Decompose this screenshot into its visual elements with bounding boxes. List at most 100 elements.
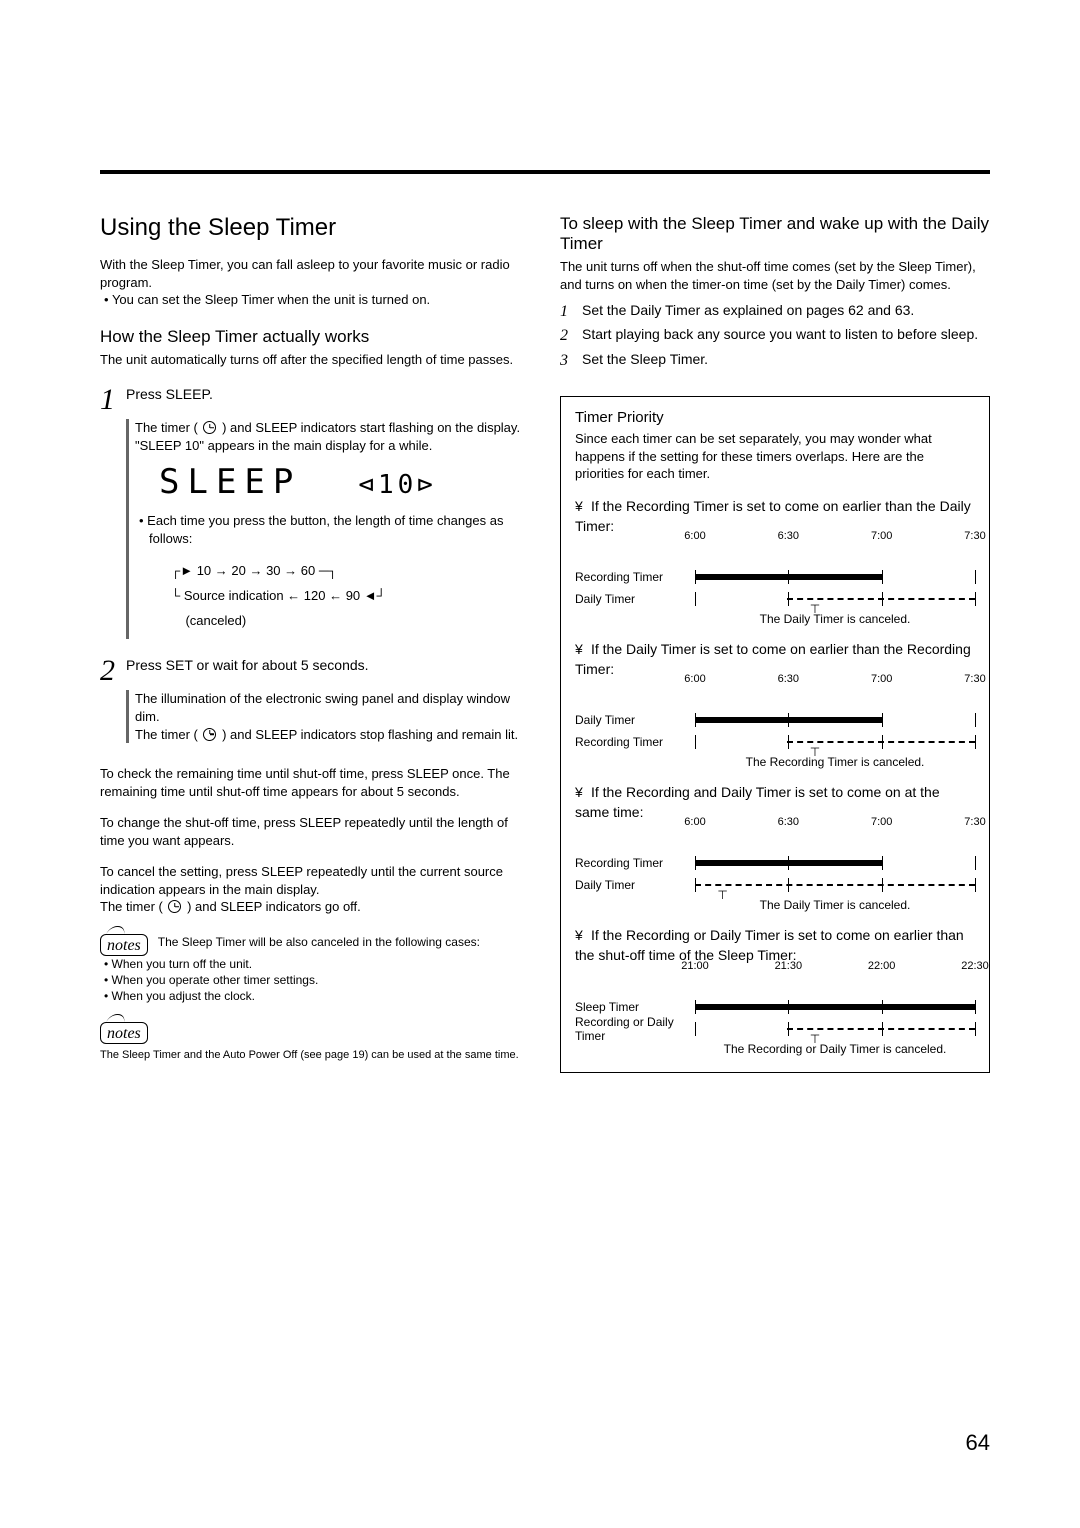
row-label: Daily Timer [575, 713, 695, 727]
intro-bullet: You can set the Sleep Timer when the uni… [100, 291, 530, 309]
to-cancel-text-2a: The timer ( [100, 899, 166, 914]
tick-label: 7:30 [964, 530, 985, 542]
list-item: 2Start playing back any source you want … [560, 325, 990, 347]
timer-bar-dashed [787, 741, 975, 744]
step-1-lead: Press SLEEP. [126, 386, 213, 402]
step-1-line-2: "SLEEP 10" appears in the main display f… [135, 437, 530, 455]
two-column-layout: Using the Sleep Timer With the Sleep Tim… [100, 214, 990, 1073]
notes-block-2: notes [100, 1022, 530, 1044]
step-2-line-2b: ) and SLEEP indicators stop flashing and… [222, 727, 518, 742]
list-item: 3Set the Sleep Timer. [560, 350, 990, 372]
timeline-row: Recording Timer [575, 852, 975, 874]
timer-bar-solid [695, 717, 883, 723]
timeline-row: Daily Timer⊤ [575, 874, 975, 896]
timeline-caption: The Daily Timer is canceled. [695, 898, 975, 912]
step-1-bullet: Each time you press the button, the leng… [135, 512, 530, 547]
sleep-display: SLEEP ⊲10⊳ [135, 454, 530, 512]
cycle-bottom: Source indication ← 120 ← 90 [184, 588, 360, 603]
timer-scenario: ¥If the Recording Timer is set to come o… [575, 497, 975, 626]
step-1: 1 Press SLEEP. [100, 386, 530, 413]
tick-label: 7:00 [871, 530, 892, 542]
tick-label: 22:30 [961, 960, 989, 972]
step-2: 2 Press SET or wait for about 5 seconds. [100, 657, 530, 684]
timer-bar-solid [695, 1004, 975, 1010]
to-check-text: To check the remaining time until shut-o… [100, 765, 530, 800]
timeline-row: Recording Timer [575, 566, 975, 588]
tick-label: 7:00 [871, 673, 892, 685]
timeline-caption: The Recording or Daily Timer is canceled… [695, 1042, 975, 1056]
page-number: 64 [966, 1430, 990, 1456]
step-text: Set the Sleep Timer. [582, 350, 708, 372]
tick-label: 21:30 [775, 960, 803, 972]
list-item: 1Set the Daily Timer as explained on pag… [560, 301, 990, 323]
step-2-lead: Press SET or wait for about 5 seconds. [126, 657, 369, 673]
tick-label: 7:30 [964, 816, 985, 828]
row-label: Recording Timer [575, 735, 695, 749]
scenario-text: ¥If the Recording and Daily Timer is set… [575, 783, 975, 822]
cancel-marker: ⊤ [717, 888, 727, 902]
timer-bar-dashed [695, 884, 975, 887]
sleep-wake-body: The unit turns off when the shut-off tim… [560, 258, 990, 293]
step-2-line-1: The illumination of the electronic swing… [135, 690, 530, 725]
step-text: Start playing back any source you want t… [582, 325, 978, 347]
tick-label: 6:30 [778, 530, 799, 542]
top-rule [100, 170, 990, 174]
timer-bar-solid [695, 860, 883, 866]
cancel-marker: ⊤ [810, 745, 820, 759]
row-label: Recording Timer [575, 856, 695, 870]
notes-block-1: notes The Sleep Timer will be also cance… [100, 934, 530, 956]
tick-label: 6:30 [778, 816, 799, 828]
timer-priority-box: Timer Priority Since each timer can be s… [560, 396, 990, 1072]
section-title: Using the Sleep Timer [100, 214, 530, 242]
notes-1-item-2: When you operate other timer settings. [100, 972, 530, 988]
timer-bar-dashed [787, 1028, 975, 1031]
timeline-row: Recording Timer⊤ [575, 731, 975, 753]
step-1-body: The timer ( ) and SLEEP indicators start… [126, 419, 530, 639]
notes-2-body: The Sleep Timer and the Auto Power Off (… [100, 1048, 530, 1063]
timer-priority-title: Timer Priority [575, 409, 975, 426]
cycle-top: 10 → 20 → 30 → 60 [197, 563, 316, 578]
how-works-heading: How the Sleep Timer actually works [100, 327, 530, 347]
step-1-line-1a: The timer ( [135, 420, 201, 435]
cancel-marker: ⊤ [810, 602, 820, 616]
step-1-line-1b: ) and SLEEP indicators start flashing on… [222, 420, 520, 435]
clock-icon [203, 421, 216, 434]
timer-priority-intro: Since each timer can be set separately, … [575, 430, 975, 483]
sleep-wake-steps: 1Set the Daily Timer as explained on pag… [560, 301, 990, 372]
scenario-container: ¥If the Recording Timer is set to come o… [575, 497, 975, 1056]
timeline: 6:006:307:007:30Recording TimerDaily Tim… [575, 544, 975, 626]
clock-icon [203, 728, 216, 741]
timeline: 6:006:307:007:30Recording TimerDaily Tim… [575, 830, 975, 912]
step-number-1: 1 [100, 386, 126, 413]
row-label: Daily Timer [575, 592, 695, 606]
right-column: To sleep with the Sleep Timer and wake u… [560, 214, 990, 1073]
manual-page: Using the Sleep Timer With the Sleep Tim… [0, 0, 1080, 1133]
timeline-caption: The Daily Timer is canceled. [695, 612, 975, 626]
to-change-text: To change the shut-off time, press SLEEP… [100, 814, 530, 849]
cancel-marker: ⊤ [810, 1032, 820, 1046]
how-works-body: The unit automatically turns off after t… [100, 351, 530, 369]
intro-text: With the Sleep Timer, you can fall aslee… [100, 256, 530, 291]
tick-label: 6:00 [684, 816, 705, 828]
timeline: 21:0021:3022:0022:30Sleep TimerRecording… [575, 974, 975, 1056]
timer-bar-dashed [787, 598, 975, 601]
left-column: Using the Sleep Timer With the Sleep Tim… [100, 214, 530, 1073]
scenario-text: ¥If the Daily Timer is set to come on ea… [575, 640, 975, 679]
notes-1-item-1: When you turn off the unit. [100, 956, 530, 972]
row-label: Recording or Daily Timer [575, 1015, 695, 1043]
step-2-body: The illumination of the electronic swing… [126, 690, 530, 743]
sleep-display-word: SLEEP [159, 462, 301, 502]
sleep-time-cycle: ┌► 10 → 20 → 30 → 60 ─┐ └ Source indicat… [135, 547, 530, 639]
clock-icon [168, 900, 181, 913]
sleep-wake-heading: To sleep with the Sleep Timer and wake u… [560, 214, 990, 254]
tick-label: 22:00 [868, 960, 896, 972]
notes-1-item-3: When you adjust the clock. [100, 988, 530, 1004]
to-cancel-text-2b: ) and SLEEP indicators go off. [187, 899, 361, 914]
timeline-row: Daily Timer⊤ [575, 588, 975, 610]
step-2-line-2a: The timer ( [135, 727, 201, 742]
to-cancel-text-1: To cancel the setting, press SLEEP repea… [100, 863, 530, 898]
scenario-text: ¥If the Recording Timer is set to come o… [575, 497, 975, 536]
timer-bar-solid [695, 574, 883, 580]
timer-scenario: ¥If the Daily Timer is set to come on ea… [575, 640, 975, 769]
tick-label: 7:30 [964, 673, 985, 685]
